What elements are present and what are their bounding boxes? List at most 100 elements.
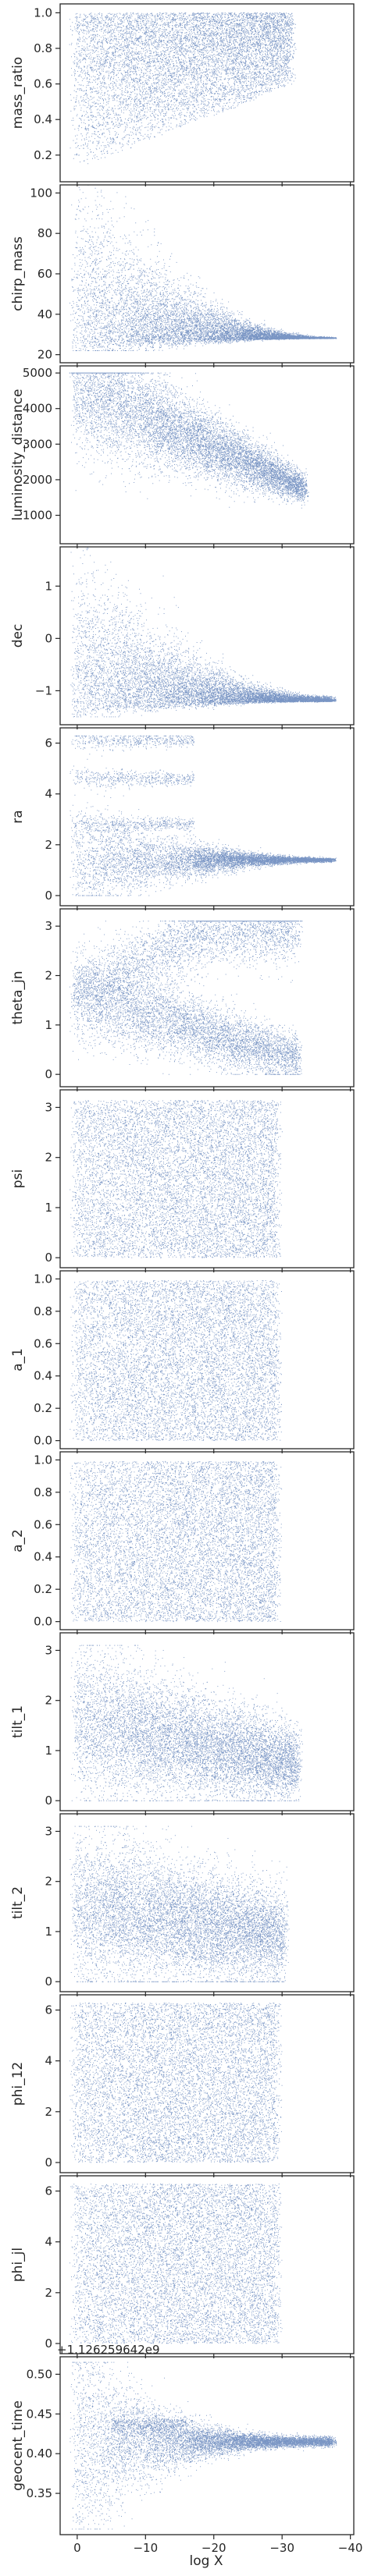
y-tick-label: 20 [37, 348, 52, 362]
scatter-markers [70, 1645, 303, 1801]
y-tick-label: 4 [45, 2054, 52, 2068]
y-tick-label: 0.2 [34, 148, 52, 162]
y-tick-label: 3000 [23, 437, 52, 451]
panel-a_2: 0.0 0.2 0.4 0.6 0.8 1.0 a_2 [10, 1451, 355, 1634]
scatter-points-psi [70, 1100, 283, 1258]
scatter-points-chirp_mass [70, 185, 337, 351]
y-tick-label: 0 [45, 2336, 52, 2351]
y-tick-label: 1 [45, 1744, 52, 1758]
y-tick-label: 3 [45, 1100, 52, 1114]
axes-frame [59, 1632, 355, 1811]
scatter-points-mass_ratio [69, 12, 297, 165]
y-tick-label: 1 [45, 1201, 52, 1215]
scatter-points-phi_12 [70, 2003, 283, 2163]
y-tick-label: 4 [45, 2235, 52, 2249]
x-tick-label: −40 [338, 2541, 363, 2555]
y-tick-label: 0 [45, 889, 52, 903]
y-tick-label: 6 [45, 2184, 52, 2198]
axes-frame [59, 2356, 355, 2535]
y-tick-label: 6 [45, 736, 52, 750]
y-tick-label: 6 [45, 2003, 52, 2017]
scatter-markers [70, 2361, 337, 2530]
y-axis-label: phi_jl [10, 2248, 26, 2282]
y-tick-label: 0.35 [27, 2486, 52, 2500]
x-tick-label: −20 [201, 2541, 226, 2555]
x-tick-label: −10 [133, 2541, 158, 2555]
scatter-points-a_2 [69, 1460, 283, 1623]
y-axis-label: dec [10, 624, 26, 648]
scatter-points-a_1 [70, 1280, 283, 1442]
y-tick-label: 0 [45, 1067, 52, 1081]
scatter-points-ra [70, 735, 337, 896]
y-tick-label: 0.4 [34, 112, 52, 126]
y-tick-label: 1 [45, 579, 52, 593]
y-tick-label: 0.6 [34, 1517, 52, 1531]
y-tick-label: 5000 [23, 366, 52, 380]
panel-geocent_time: 0.35 0.40 0.45 0.50 0 −10 −20 −30 −40 geocent_tim… [10, 2343, 362, 2555]
y-tick-label: 0.0 [34, 1615, 52, 1629]
y-tick-label: 2 [45, 1151, 52, 1165]
axes-frame [59, 1994, 355, 2173]
scatter-points-luminosity_distance [69, 372, 309, 509]
y-tick-label: −1 [35, 683, 52, 697]
axes-frame [59, 1089, 355, 1268]
panel-luminosity_distance: 1000 2000 3000 4000 5000 luminosity_distance [10, 365, 355, 548]
y-axis-label: a_2 [10, 1529, 26, 1552]
y-axis-label: chirp_mass [10, 236, 26, 311]
y-axis-label: ra [10, 810, 26, 823]
scatter-points-geocent_time [70, 2361, 337, 2530]
y-tick-label: 1 [45, 1925, 52, 1939]
y-axis-label: tilt_2 [10, 1886, 26, 1919]
scatter-points-theta_jn [69, 921, 303, 1075]
x-tick-label: −30 [269, 2541, 294, 2555]
y-tick-label: 60 [37, 267, 52, 281]
y-tick-label: 3 [45, 1643, 52, 1657]
y-tick-label: 2 [45, 1694, 52, 1708]
scatter-markers [70, 735, 337, 896]
scatter-markers [69, 12, 297, 165]
axes-frame [59, 1813, 355, 1992]
y-axis-label: theta_jn [10, 971, 26, 1025]
y-tick-label: 4 [45, 787, 52, 801]
scatter-markers [70, 2003, 283, 2163]
axes-frame [59, 546, 355, 726]
y-tick-label: 0 [45, 2156, 52, 2170]
y-tick-label: 2 [45, 969, 52, 983]
y-tick-label: 80 [37, 226, 52, 240]
scatter-markers [69, 372, 309, 509]
panel-tilt_2: 0 1 2 3 tilt_2 [10, 1813, 355, 1996]
y-tick-label: 2 [45, 838, 52, 852]
scatter-points-dec [70, 547, 337, 718]
y-tick-label: 0.45 [27, 2407, 52, 2421]
axes-frame [59, 3, 355, 183]
y-axis-label: psi [10, 1169, 26, 1188]
scatter-markers [69, 1460, 283, 1623]
y-tick-label: 2 [45, 2286, 52, 2300]
y-tick-label: 3 [45, 1824, 52, 1838]
y-tick-label: 1 [45, 1018, 52, 1032]
y-tick-label: 0 [45, 1975, 52, 1989]
panel-theta_jn: 0 1 2 3 theta_jn [10, 908, 355, 1091]
scatter-markers [70, 1826, 290, 1982]
y-axis-label: mass_ratio [10, 57, 26, 129]
y-tick-label: 0.4 [34, 1550, 52, 1564]
scatter-markers [70, 1280, 283, 1442]
axes-frame [59, 727, 355, 907]
y-tick-label: 0.8 [34, 41, 52, 55]
panel-a_1: 0.0 0.2 0.4 0.6 0.8 1.0 a_1 [10, 1270, 355, 1453]
panel-psi: 0 1 2 3 psi [10, 1089, 355, 1272]
scatter-panels: 0.20.40.60.81.0mass_ratio20406080100chir… [10, 3, 362, 2555]
y-tick-label: 2 [45, 2105, 52, 2119]
panel-tilt_1: 0 1 2 3 tilt_1 [10, 1632, 355, 1815]
y-offset-label: +1.126259642e9 [57, 2343, 160, 2357]
scatter-points-tilt_2 [70, 1826, 290, 1982]
panel-dec: −1 0 1 dec [10, 546, 355, 729]
y-tick-label: 0.6 [34, 1336, 52, 1350]
scatter-markers [70, 2183, 283, 2344]
scatter-points-phi_jl [70, 2183, 283, 2344]
y-tick-label: 0.8 [34, 1304, 52, 1318]
scatter-markers [69, 921, 303, 1075]
y-tick-label: 0 [45, 1794, 52, 1808]
panel-ra: 0 2 4 6 ra [10, 727, 355, 910]
y-tick-label: 1000 [23, 509, 52, 523]
